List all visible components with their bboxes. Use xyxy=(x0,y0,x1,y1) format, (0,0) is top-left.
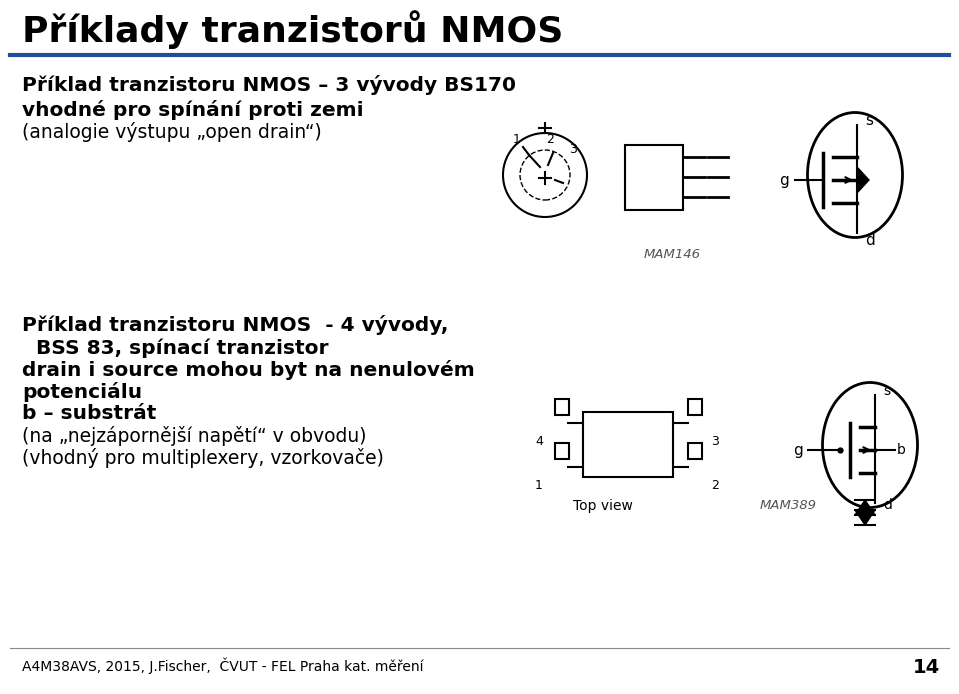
Text: b – substrát: b – substrát xyxy=(22,404,156,423)
Text: g: g xyxy=(780,173,789,187)
Text: BSS 83, spínací tranzistor: BSS 83, spínací tranzistor xyxy=(22,338,329,357)
Text: (analogie výstupu „open drain“): (analogie výstupu „open drain“) xyxy=(22,122,322,142)
Text: 3: 3 xyxy=(711,435,719,448)
Text: 3: 3 xyxy=(569,143,577,156)
Text: drain i source mohou byt na nenulovém: drain i source mohou byt na nenulovém xyxy=(22,360,475,380)
Text: (vhodný pro multiplexery, vzorkovače): (vhodný pro multiplexery, vzorkovače) xyxy=(22,448,384,468)
Polygon shape xyxy=(855,510,875,525)
Bar xyxy=(583,412,673,477)
Text: g: g xyxy=(793,443,803,457)
Polygon shape xyxy=(857,167,869,193)
Text: potenciálu: potenciálu xyxy=(22,382,142,402)
Text: Příklad tranzistoru NMOS – 3 vývody BS170: Příklad tranzistoru NMOS – 3 vývody BS17… xyxy=(22,75,516,95)
Text: d: d xyxy=(883,498,892,512)
Polygon shape xyxy=(855,500,875,515)
Bar xyxy=(688,399,702,415)
Text: b: b xyxy=(897,443,906,457)
Text: Příklad tranzistoru NMOS  - 4 vývody,: Příklad tranzistoru NMOS - 4 vývody, xyxy=(22,315,449,335)
Text: A4M38AVS, 2015, J.Fischer,  ČVUT - FEL Praha kat. měření: A4M38AVS, 2015, J.Fischer, ČVUT - FEL Pr… xyxy=(22,658,424,675)
Text: d: d xyxy=(865,232,875,248)
Text: 1: 1 xyxy=(513,133,521,146)
Text: (na „nejzápornější napětí“ v obvodu): (na „nejzápornější napětí“ v obvodu) xyxy=(22,426,366,446)
Text: MAM146: MAM146 xyxy=(643,248,700,261)
Bar xyxy=(555,399,569,415)
Text: MAM389: MAM389 xyxy=(760,499,817,512)
Text: s: s xyxy=(865,112,873,128)
Text: 2: 2 xyxy=(711,479,719,492)
Text: 1: 1 xyxy=(535,479,543,492)
Bar xyxy=(688,443,702,459)
Text: vhodné pro spínání proti zemi: vhodné pro spínání proti zemi xyxy=(22,100,363,120)
Bar xyxy=(625,145,683,210)
Bar xyxy=(555,443,569,459)
Text: Příklady tranzistorů NMOS: Příklady tranzistorů NMOS xyxy=(22,10,563,49)
Text: 4: 4 xyxy=(535,435,543,448)
Text: 2: 2 xyxy=(546,133,554,146)
Text: Top view: Top view xyxy=(573,499,633,513)
Text: s: s xyxy=(883,384,890,398)
Text: 14: 14 xyxy=(913,658,940,677)
